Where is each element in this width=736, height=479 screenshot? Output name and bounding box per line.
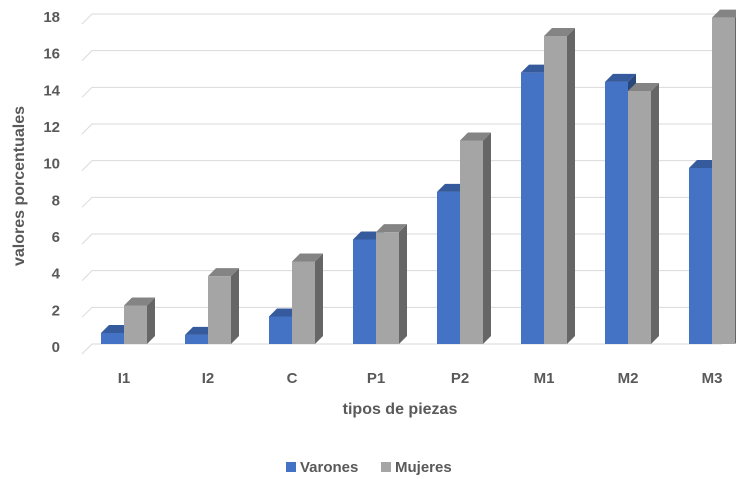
bar-front xyxy=(712,18,735,344)
legend-swatch xyxy=(286,462,296,472)
bar-side xyxy=(315,254,323,345)
bar-front xyxy=(521,73,544,344)
x-tick-label: M3 xyxy=(702,370,723,387)
bar-mujeres-m1 xyxy=(544,28,575,344)
bar-front xyxy=(544,36,567,344)
legend: Varones Mujeres xyxy=(286,459,452,476)
bar-side xyxy=(231,268,239,344)
bar-front xyxy=(185,335,208,344)
bar-front xyxy=(376,232,399,344)
bar-front xyxy=(353,240,376,345)
bar-mujeres-m3 xyxy=(712,10,736,344)
legend-item-varones: Varones xyxy=(286,459,358,476)
bar-mujeres-i2 xyxy=(208,268,239,344)
legend-swatch xyxy=(381,462,391,472)
bar-mujeres-p1 xyxy=(376,224,407,344)
x-axis-ticks: I1 I2 C P1 P2 M1 M2 M3 xyxy=(118,370,723,387)
y-tick-label: 0 xyxy=(52,339,60,356)
bar-side xyxy=(399,224,407,344)
bar-mujeres-p2 xyxy=(460,133,491,345)
bars xyxy=(101,10,736,344)
bar-front xyxy=(269,317,292,345)
x-tick-label: M2 xyxy=(618,370,639,387)
legend-label: Varones xyxy=(300,459,358,476)
bar-side xyxy=(651,83,659,344)
gridline xyxy=(82,14,722,24)
bar-mujeres-m2 xyxy=(628,83,659,344)
y-tick-label: 14 xyxy=(43,82,60,99)
bar-front xyxy=(628,91,651,344)
x-tick-label: C xyxy=(287,370,298,387)
x-tick-label: P2 xyxy=(451,370,469,387)
bar-front xyxy=(689,168,712,344)
bar-side xyxy=(567,28,575,344)
y-axis-ticks: 0 2 4 6 8 10 12 14 16 18 xyxy=(43,9,60,356)
bar-front xyxy=(101,333,124,344)
y-tick-label: 4 xyxy=(52,266,61,283)
x-tick-label: I1 xyxy=(118,370,131,387)
bar-front xyxy=(437,192,460,344)
bar-mujeres-c xyxy=(292,254,323,345)
bar-front xyxy=(605,82,628,344)
bar-side xyxy=(483,133,491,345)
bar-mujeres-i1 xyxy=(124,298,155,345)
bar-front xyxy=(124,306,147,345)
y-tick-label: 16 xyxy=(43,46,60,63)
bar-side xyxy=(147,298,155,345)
gridline xyxy=(82,51,722,61)
y-tick-label: 6 xyxy=(52,229,60,246)
y-axis-title: valores porcentuales xyxy=(11,106,28,266)
y-tick-label: 10 xyxy=(43,156,60,173)
y-tick-label: 18 xyxy=(43,9,60,26)
x-axis-title: tipos de piezas xyxy=(343,401,458,418)
y-tick-label: 12 xyxy=(43,119,60,136)
legend-item-mujeres: Mujeres xyxy=(381,459,452,476)
x-tick-label: I2 xyxy=(202,370,215,387)
x-tick-label: M1 xyxy=(534,370,555,387)
y-tick-label: 2 xyxy=(52,302,60,319)
bar-front xyxy=(460,141,483,345)
legend-label: Mujeres xyxy=(395,459,452,476)
y-tick-label: 8 xyxy=(52,192,60,209)
bar-front xyxy=(292,262,315,345)
gridline xyxy=(82,344,722,354)
bar-front xyxy=(208,276,231,344)
x-tick-label: P1 xyxy=(367,370,385,387)
